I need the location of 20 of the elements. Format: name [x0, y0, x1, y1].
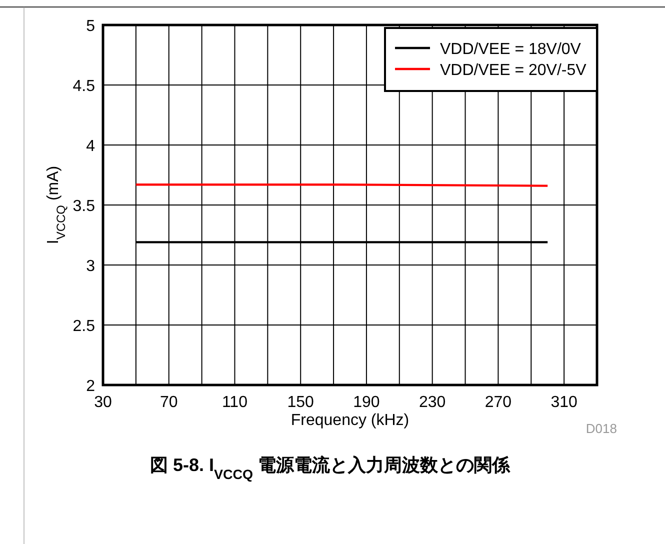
y-tick-label: 4.5: [72, 78, 96, 95]
text: 図 5-8. I$_{VCCQ}$ 電源電流と入力周波数との関係: [150, 455, 512, 482]
y-tick-label: 2.5: [72, 318, 96, 335]
y-tick-label: 5: [86, 18, 96, 35]
y-tick-label: 3.5: [72, 198, 96, 215]
x-tick-label: 30: [94, 394, 112, 411]
y-tick-label: 4: [86, 138, 96, 155]
x-tick-label: 270: [484, 394, 512, 411]
x-tick-label: 110: [222, 394, 248, 411]
legend-label: VDD/VEE = 20V/-5V: [440, 62, 587, 79]
x-axis-title: Frequency (kHz): [290, 412, 410, 429]
text: D018: [586, 421, 617, 436]
x-tick-label: 190: [353, 394, 380, 411]
x-tick-label: 310: [550, 394, 578, 411]
legend-label: VDD/VEE = 18V/0V: [440, 41, 582, 58]
x-tick-label: 230: [418, 394, 446, 411]
x-tick-label: 70: [160, 394, 178, 411]
y-tick-label: 2: [86, 378, 96, 395]
y-tick-label: 3: [86, 258, 96, 275]
x-tick-label: 150: [287, 394, 314, 411]
